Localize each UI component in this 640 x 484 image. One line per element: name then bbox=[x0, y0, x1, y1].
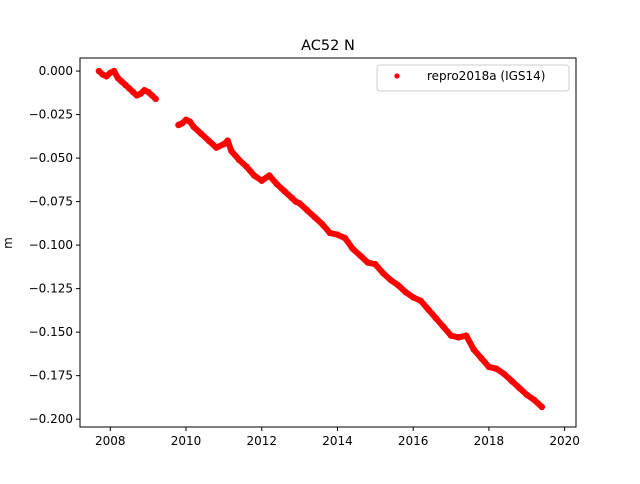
y-tick-label: −0.075 bbox=[29, 195, 73, 209]
data-point bbox=[197, 130, 205, 137]
data-point bbox=[455, 334, 462, 341]
legend-marker-icon bbox=[394, 73, 400, 79]
legend: repro2018a (IGS14) bbox=[376, 64, 570, 92]
y-tick-label: −0.125 bbox=[29, 282, 73, 296]
data-layer bbox=[95, 67, 546, 411]
data-point bbox=[334, 231, 341, 238]
data-point bbox=[440, 323, 447, 331]
data-point bbox=[243, 163, 250, 170]
x-tick-label: 2016 bbox=[398, 434, 429, 448]
data-point bbox=[493, 365, 500, 372]
data-point bbox=[273, 180, 281, 188]
data-point bbox=[319, 221, 326, 228]
data-point bbox=[341, 234, 349, 242]
data-point bbox=[364, 259, 371, 266]
legend-box bbox=[376, 64, 570, 92]
y-axis-label: m bbox=[1, 237, 15, 249]
y-tick-label: −0.100 bbox=[29, 238, 73, 252]
x-tick-label: 2020 bbox=[549, 434, 580, 448]
data-point bbox=[523, 391, 530, 398]
data-point bbox=[190, 123, 197, 130]
data-point bbox=[394, 281, 402, 289]
data-point bbox=[402, 288, 409, 296]
data-point bbox=[516, 384, 523, 392]
data-point bbox=[110, 67, 118, 75]
x-tick-label: 2010 bbox=[171, 434, 202, 448]
data-point bbox=[531, 396, 538, 404]
data-point bbox=[235, 156, 243, 164]
data-point bbox=[266, 172, 273, 179]
data-point bbox=[349, 245, 356, 252]
data-point bbox=[462, 332, 470, 339]
data-point bbox=[296, 200, 303, 207]
x-tick-label: 2012 bbox=[246, 434, 277, 448]
y-tick-label: −0.025 bbox=[29, 108, 73, 122]
data-point bbox=[152, 95, 159, 103]
y-tick-label: −0.175 bbox=[29, 369, 73, 383]
plot-frame bbox=[79, 57, 577, 428]
y-tick-label: −0.150 bbox=[29, 325, 73, 339]
data-point bbox=[379, 269, 387, 277]
data-point bbox=[432, 315, 440, 322]
data-point bbox=[311, 214, 318, 221]
data-point bbox=[281, 187, 288, 195]
data-point bbox=[258, 177, 265, 184]
data-point bbox=[205, 137, 212, 144]
data-point bbox=[478, 355, 485, 362]
y-tick-label: −0.200 bbox=[29, 412, 73, 426]
y-tick-label: 0.000 bbox=[39, 64, 73, 78]
data-point bbox=[186, 118, 194, 125]
data-point bbox=[250, 172, 258, 179]
data-point bbox=[447, 332, 455, 339]
x-tick-label: 2008 bbox=[95, 434, 126, 448]
data-point bbox=[538, 403, 546, 411]
data-point bbox=[417, 297, 424, 305]
data-point bbox=[387, 276, 394, 284]
y-tick-label: −0.050 bbox=[29, 151, 73, 165]
data-point bbox=[326, 229, 334, 237]
data-point bbox=[500, 370, 508, 378]
data-point bbox=[409, 294, 417, 301]
data-point bbox=[303, 207, 311, 214]
data-point bbox=[485, 363, 493, 371]
chart-title: AC52 N bbox=[301, 38, 355, 54]
data-point bbox=[425, 306, 432, 313]
x-tick-label: 2014 bbox=[322, 434, 353, 448]
data-point bbox=[356, 252, 364, 259]
data-point bbox=[213, 144, 220, 151]
data-point bbox=[224, 137, 231, 144]
data-point bbox=[470, 346, 477, 353]
x-tick-label: 2018 bbox=[474, 434, 505, 448]
axes-layer: 2008 2010 2012 2014 2016 2018 2020 0.000 −0.025 −… bbox=[29, 64, 580, 448]
data-point bbox=[372, 261, 379, 268]
data-point bbox=[228, 147, 235, 155]
legend-entry-label: repro2018a (IGS14) bbox=[427, 69, 545, 83]
data-point bbox=[508, 377, 515, 385]
